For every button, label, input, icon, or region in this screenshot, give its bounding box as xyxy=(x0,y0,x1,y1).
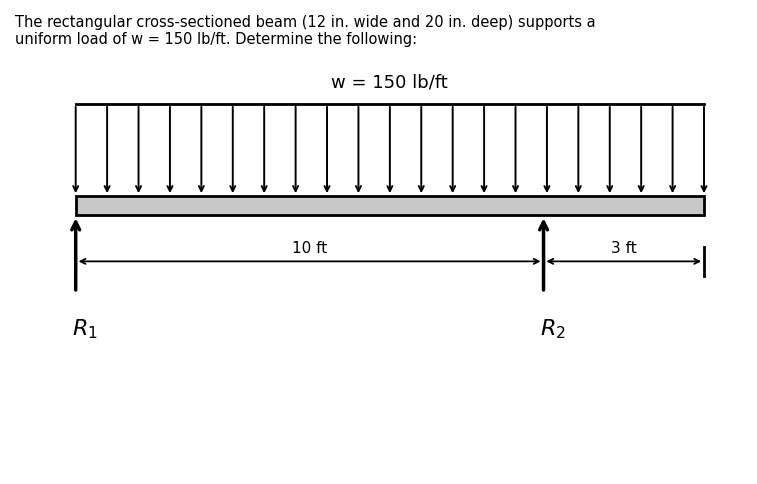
Text: 10 ft: 10 ft xyxy=(292,241,327,256)
Text: 3 ft: 3 ft xyxy=(611,241,637,256)
Text: The rectangular cross-sectioned beam (12 in. wide and 20 in. deep) supports a
un: The rectangular cross-sectioned beam (12… xyxy=(15,15,596,47)
Bar xyxy=(76,196,704,215)
Text: w = 150 lb/ft: w = 150 lb/ft xyxy=(332,74,448,92)
Text: R$_2$: R$_2$ xyxy=(540,317,565,341)
Text: R$_1$: R$_1$ xyxy=(72,317,98,341)
